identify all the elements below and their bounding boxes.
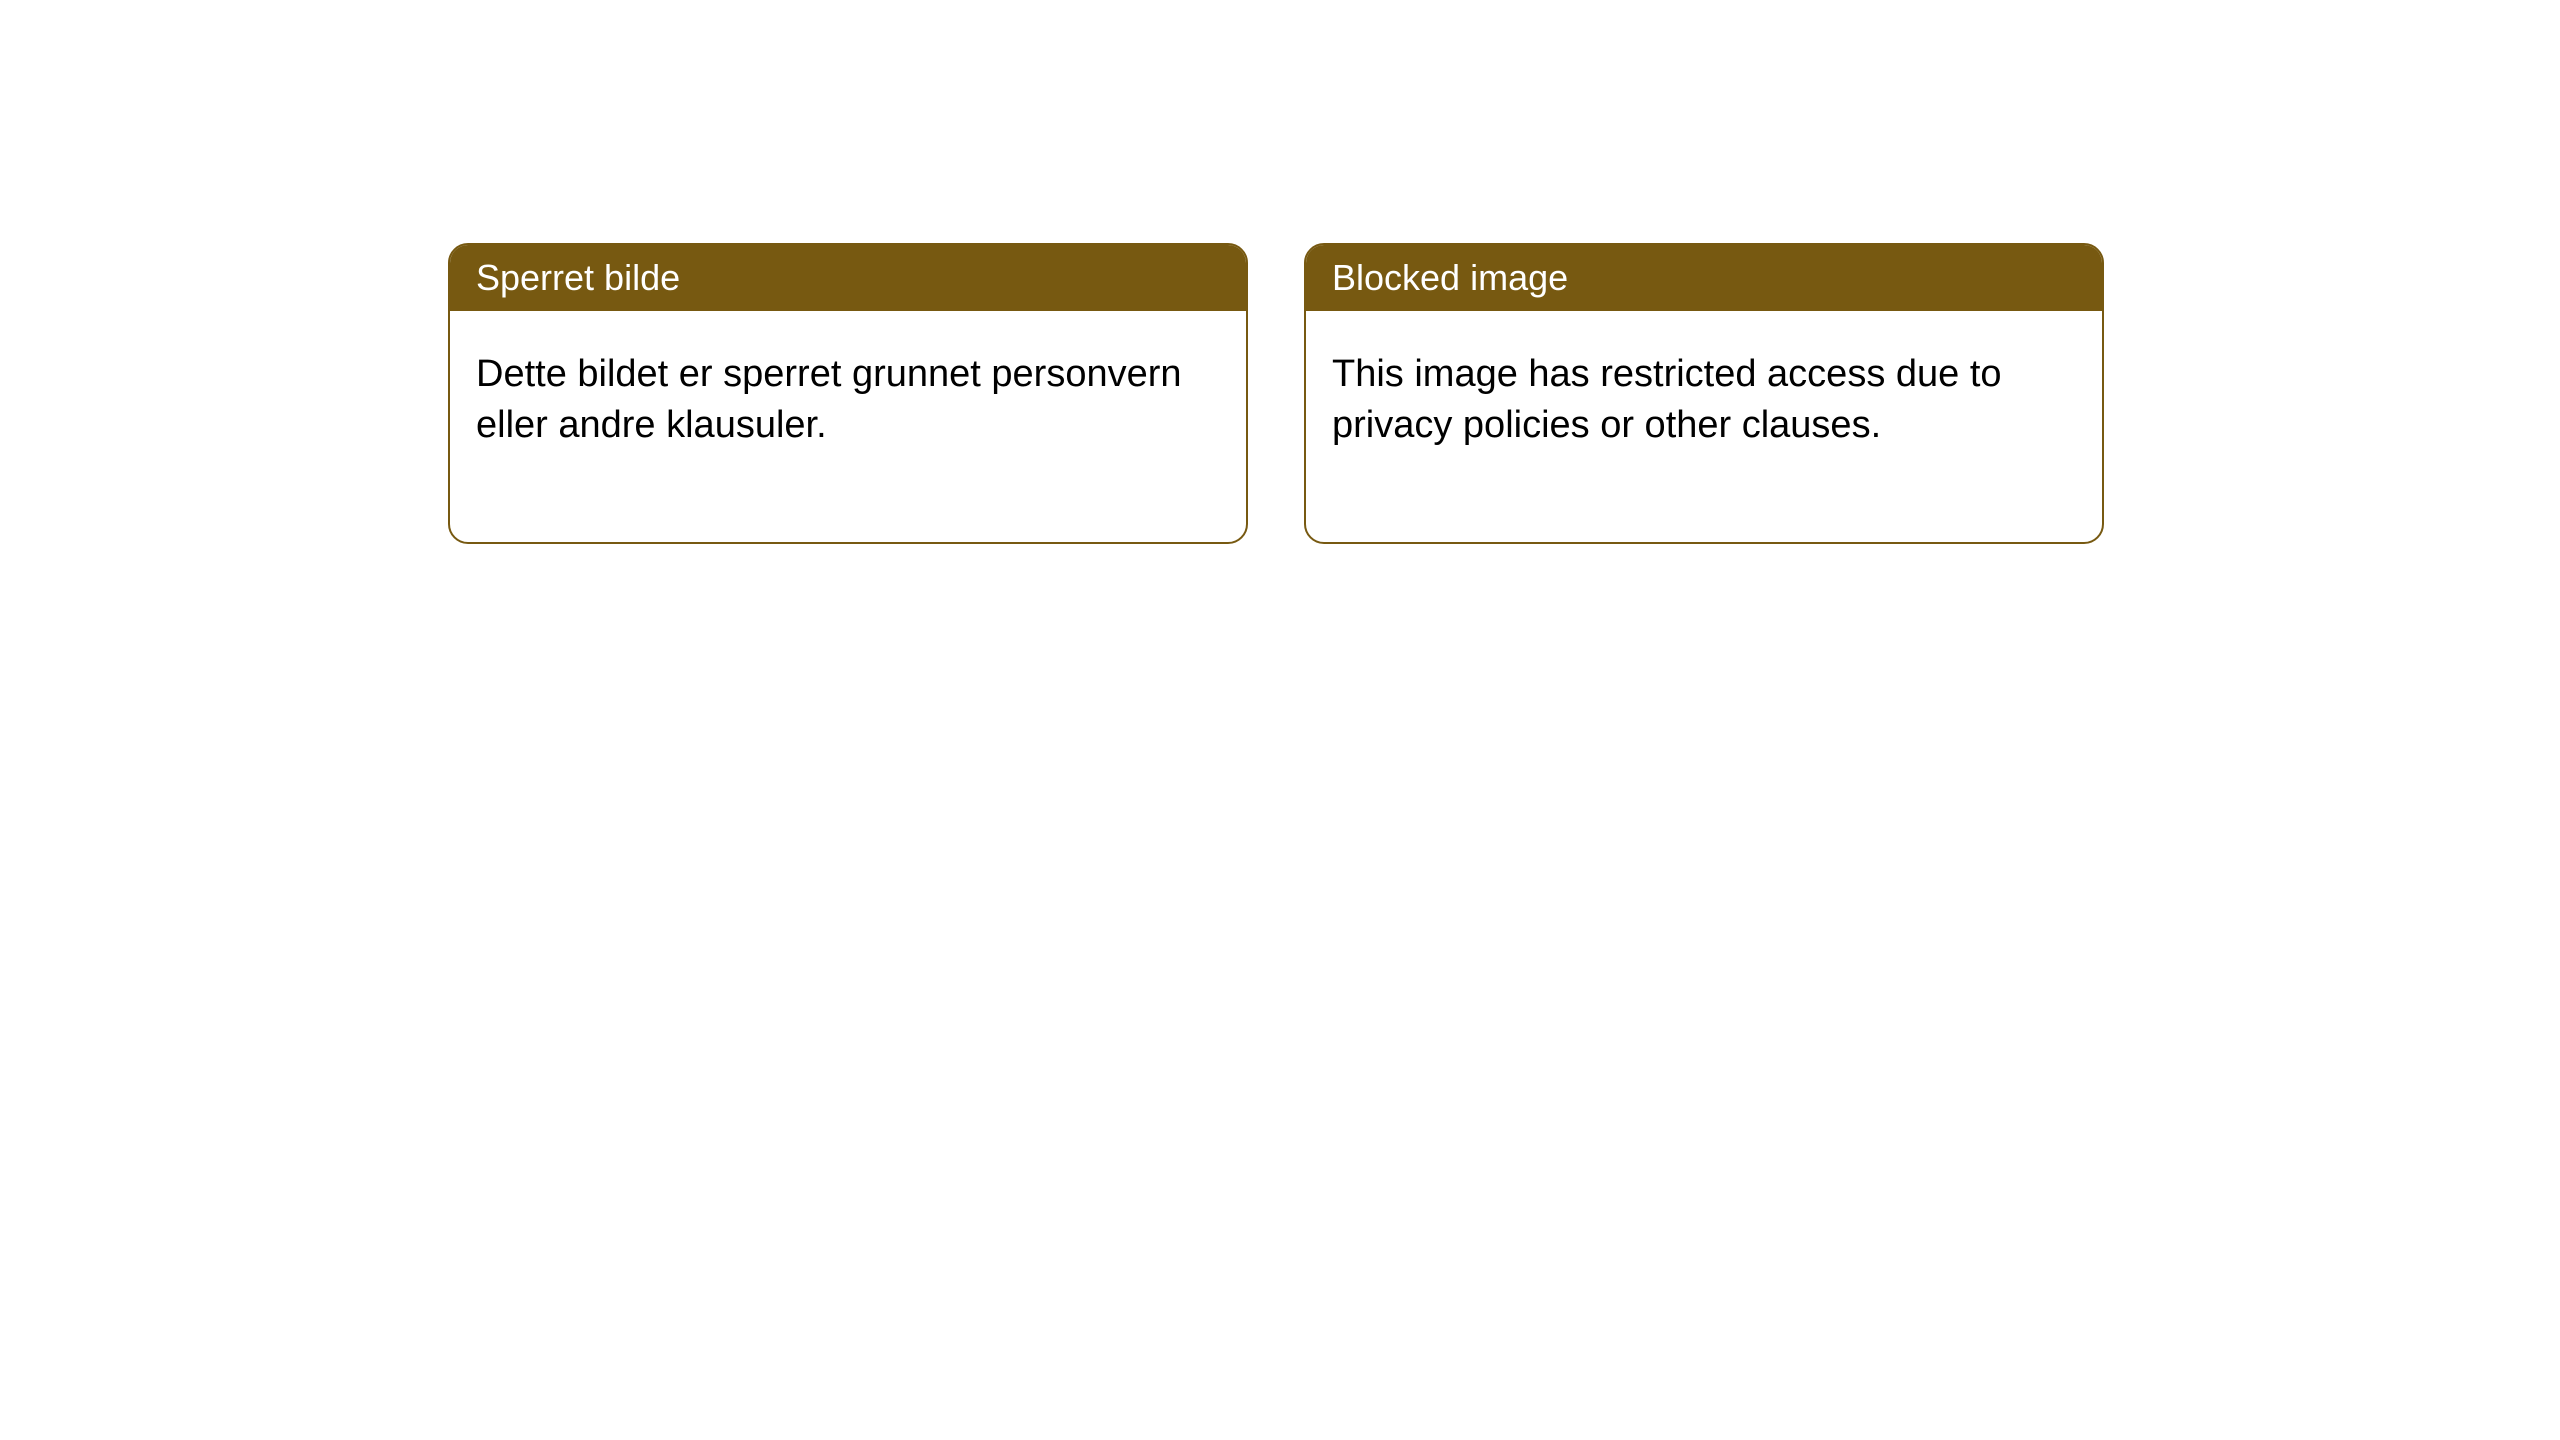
- notice-card-english: Blocked image This image has restricted …: [1304, 243, 2104, 544]
- notice-cards-container: Sperret bilde Dette bildet er sperret gr…: [448, 243, 2104, 544]
- card-header-english: Blocked image: [1306, 245, 2102, 311]
- card-body-english: This image has restricted access due to …: [1306, 311, 2102, 542]
- notice-card-norwegian: Sperret bilde Dette bildet er sperret gr…: [448, 243, 1248, 544]
- card-body-norwegian: Dette bildet er sperret grunnet personve…: [450, 311, 1246, 542]
- card-header-norwegian: Sperret bilde: [450, 245, 1246, 311]
